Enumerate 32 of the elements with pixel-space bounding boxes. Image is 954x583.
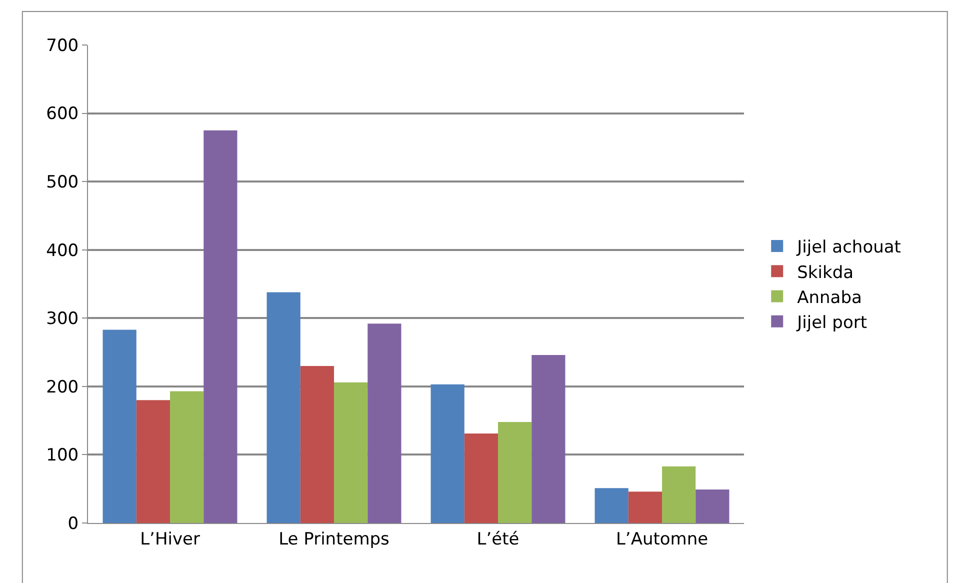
legend-label: Annaba <box>797 288 862 308</box>
bar <box>594 488 628 523</box>
y-tick-label: 0 <box>68 514 79 534</box>
bar <box>266 292 300 523</box>
legend-label: Jijel achouat <box>796 238 902 258</box>
y-tick-label: 600 <box>46 104 79 124</box>
y-tick-label: 100 <box>46 446 79 466</box>
bar <box>300 366 334 523</box>
bar <box>532 355 566 523</box>
bar <box>498 422 532 523</box>
bar <box>430 384 464 523</box>
y-tick-label: 200 <box>46 377 79 398</box>
bar <box>464 434 498 523</box>
legend-label: Jijel port <box>796 312 868 333</box>
bar <box>368 324 402 523</box>
bar <box>170 391 204 523</box>
bar <box>628 492 662 523</box>
x-tick-label: L’Automne <box>616 529 708 550</box>
bar <box>204 130 238 523</box>
y-tick-label: 700 <box>46 36 79 56</box>
bar <box>102 330 136 523</box>
bar <box>696 490 730 523</box>
bar <box>334 382 368 523</box>
y-tick-label: 400 <box>46 240 79 261</box>
legend-label: Skikda <box>797 262 854 283</box>
bar <box>662 466 696 523</box>
y-tick-label: 300 <box>46 309 79 330</box>
x-tick-label: L’été <box>476 529 520 550</box>
x-tick-label: Le Printemps <box>278 529 390 550</box>
x-tick-label: L’Hiver <box>140 529 200 550</box>
bar <box>136 400 170 523</box>
y-tick-label: 500 <box>46 172 79 193</box>
